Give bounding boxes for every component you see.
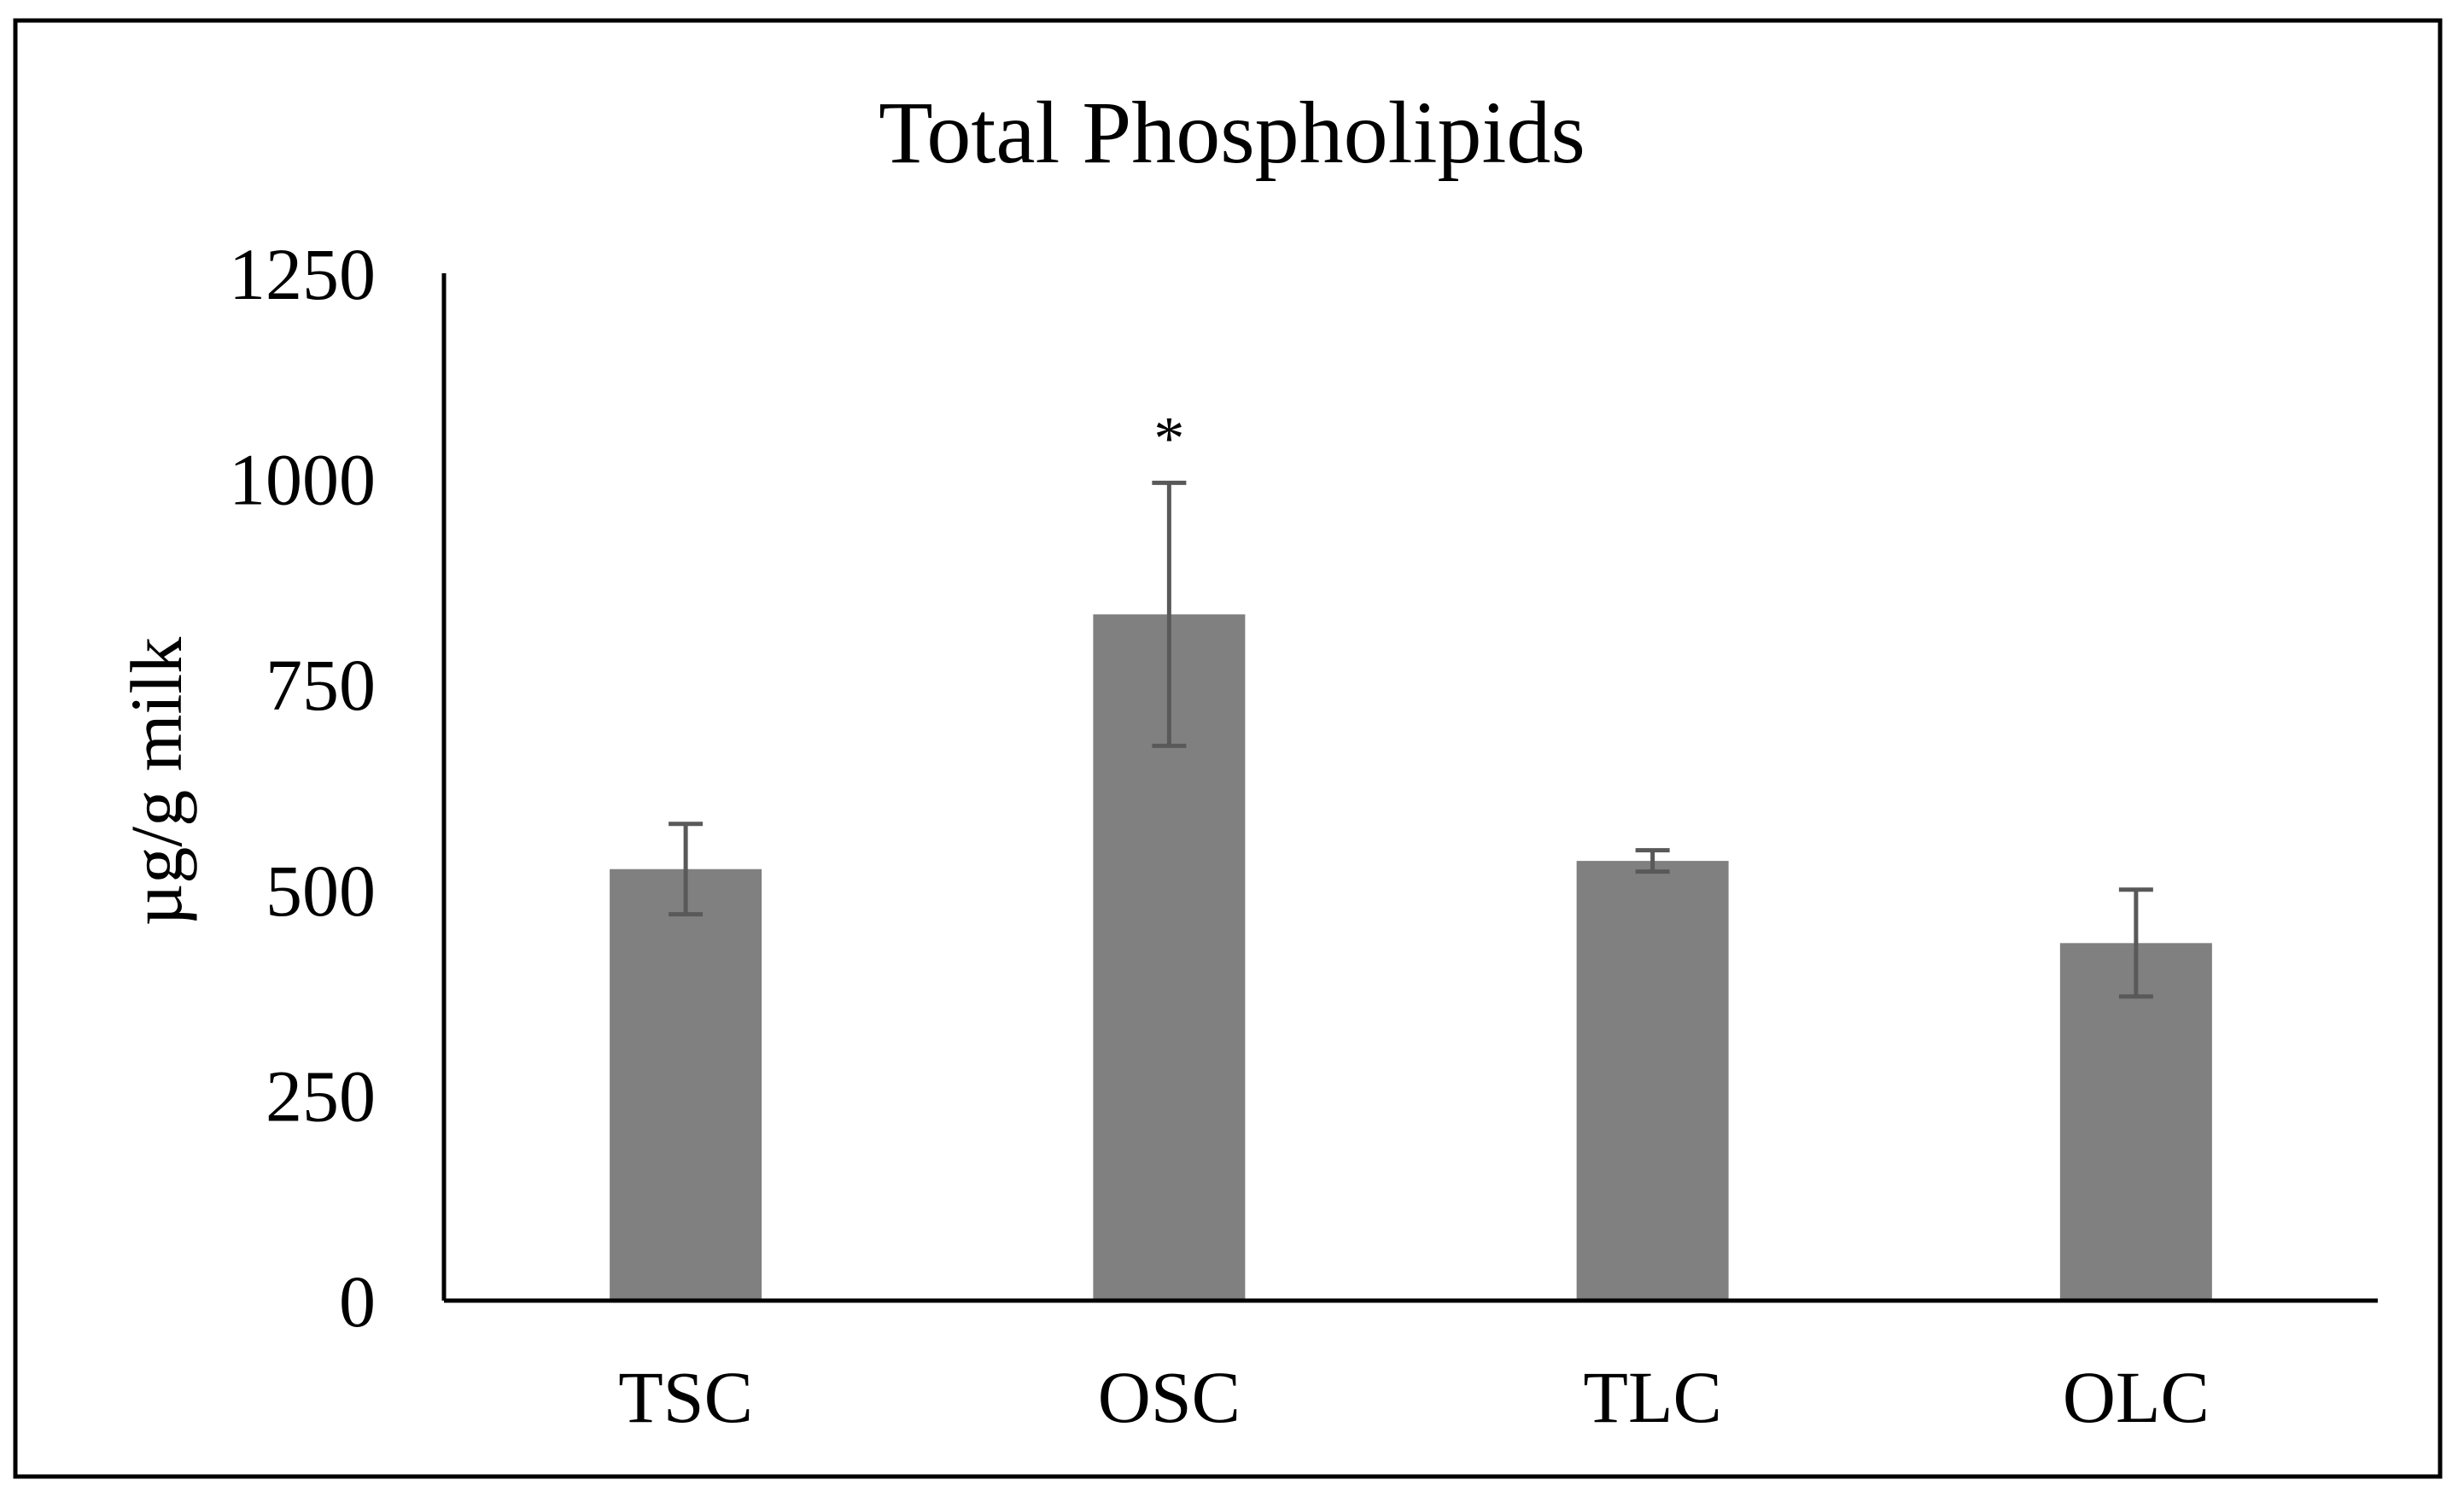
significance-annotation: *: [1153, 404, 1184, 472]
bar: [2059, 943, 2212, 1301]
annotations-layer: *: [1153, 404, 1184, 472]
x-category-label: TLC: [1583, 1356, 1721, 1438]
y-tick-labels: 0 250 500 750 1000 1250: [229, 233, 376, 1342]
x-category-label: OSC: [1098, 1356, 1241, 1438]
y-tick-label: 250: [266, 1055, 376, 1137]
x-category-label: OLC: [2063, 1356, 2210, 1438]
bars-layer: [610, 614, 2212, 1301]
y-tick-label: 1000: [229, 439, 376, 521]
chart-title: Total Phospholipids: [879, 84, 1585, 182]
y-tick-label: 0: [339, 1260, 376, 1342]
bar: [1576, 861, 1729, 1301]
y-tick-label: 500: [266, 850, 376, 932]
bar: [610, 868, 762, 1301]
x-category-label: TSC: [618, 1356, 753, 1438]
y-tick-label: 1250: [229, 233, 376, 315]
y-axis-title: µg/g milk: [115, 637, 197, 927]
error-bars-layer: [669, 480, 2153, 999]
y-tick-label: 750: [266, 644, 376, 726]
x-category-labels: TSC OSC TLC OLC: [618, 1356, 2210, 1438]
